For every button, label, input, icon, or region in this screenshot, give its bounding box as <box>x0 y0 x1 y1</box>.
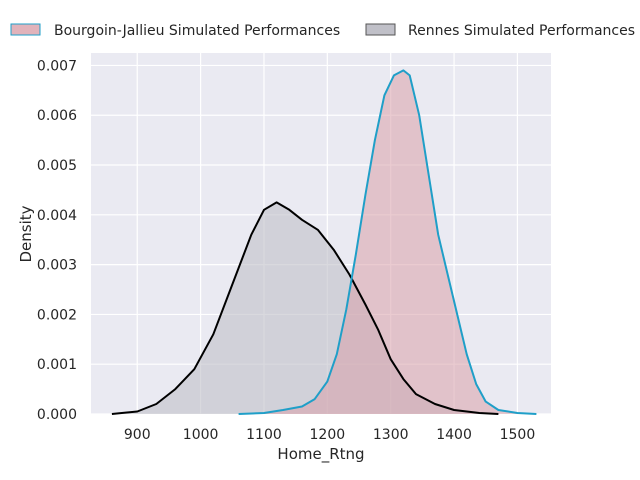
line-bourgoin <box>238 69 537 415</box>
y-tick-label: 0.003 <box>37 258 77 274</box>
x-axis-ticks: 900 1000 1100 1200 1300 1400 1500 <box>124 427 535 443</box>
y-tick-label: 0.007 <box>37 58 77 74</box>
legend-swatch-bourgoin <box>10 23 41 36</box>
y-axis-label: Density <box>17 205 35 262</box>
y-tick-label: 0.002 <box>37 307 77 323</box>
line-rennes <box>111 201 499 415</box>
area-bourgoin <box>238 70 537 415</box>
x-tick-label: 1100 <box>246 427 282 443</box>
density-areas <box>111 69 537 415</box>
legend-label-bourgoin: Bourgoin-Jallieu Simulated Performances <box>54 23 340 39</box>
legend-label-rennes: Rennes Simulated Performances <box>408 23 635 39</box>
x-tick-label: 1500 <box>500 427 536 443</box>
y-tick-label: 0.001 <box>37 357 77 373</box>
y-axis-ticks: 0.000 0.001 0.002 0.003 0.004 0.005 0.006 0.007 <box>37 58 77 423</box>
x-tick-label: 1200 <box>310 427 346 443</box>
x-tick-label: 1300 <box>373 427 409 443</box>
y-tick-label: 0.005 <box>37 158 77 174</box>
x-tick-label: 1400 <box>436 427 472 443</box>
legend: Bourgoin-Jallieu Simulated Performances … <box>10 23 635 39</box>
x-axis-label: Home_Rtng <box>277 445 364 464</box>
x-tick-label: 900 <box>124 427 151 443</box>
x-tick-label: 1000 <box>183 427 219 443</box>
area-rennes <box>111 202 499 414</box>
y-tick-label: 0.004 <box>37 208 77 224</box>
y-tick-label: 0.006 <box>37 108 77 124</box>
legend-swatch-rennes <box>365 23 396 36</box>
y-tick-label: 0.000 <box>37 407 77 423</box>
